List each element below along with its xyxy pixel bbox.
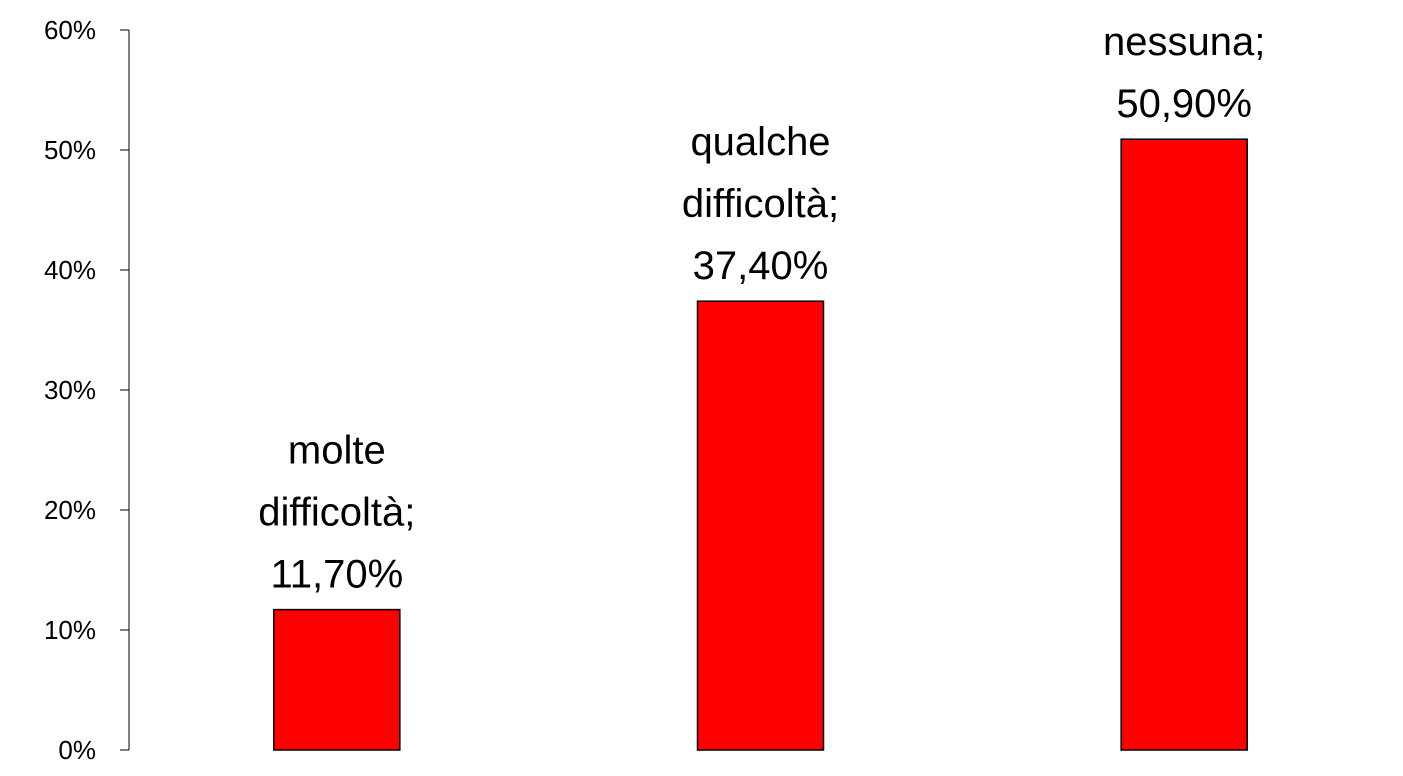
y-tick-label: 60%: [44, 15, 96, 45]
data-label: nessuna; 50,90%: [1103, 20, 1265, 126]
y-tick-label: 0%: [58, 735, 96, 765]
data-label-line: 50,90%: [1116, 82, 1252, 126]
data-label-line: difficoltà;: [258, 491, 415, 535]
data-label-line: nessuna;: [1103, 20, 1265, 64]
data-label-line: molte: [288, 429, 386, 473]
data-label: qualche difficoltà; 37,40%: [682, 120, 839, 288]
y-axis: 0% 10% 20% 30% 40% 50% 60%: [44, 15, 130, 765]
data-label-line: 37,40%: [693, 244, 829, 288]
data-label-line: 11,70%: [270, 553, 403, 597]
bar-group: [273, 138, 1248, 751]
data-label: molte difficoltà; 11,70%: [258, 429, 415, 597]
bar: [1120, 138, 1248, 751]
y-tick-label: 50%: [44, 135, 96, 165]
y-tick-label: 30%: [44, 375, 96, 405]
y-tick-label: 40%: [44, 255, 96, 285]
data-label-group: molte difficoltà; 11,70% qualche difficoltà;…: [258, 20, 1265, 596]
y-tick-label: 20%: [44, 495, 96, 525]
data-label-line: qualche: [690, 120, 830, 164]
data-label-line: difficoltà;: [682, 182, 839, 226]
bar: [273, 608, 401, 751]
y-tick-label: 10%: [44, 615, 96, 645]
bar: [696, 300, 825, 751]
